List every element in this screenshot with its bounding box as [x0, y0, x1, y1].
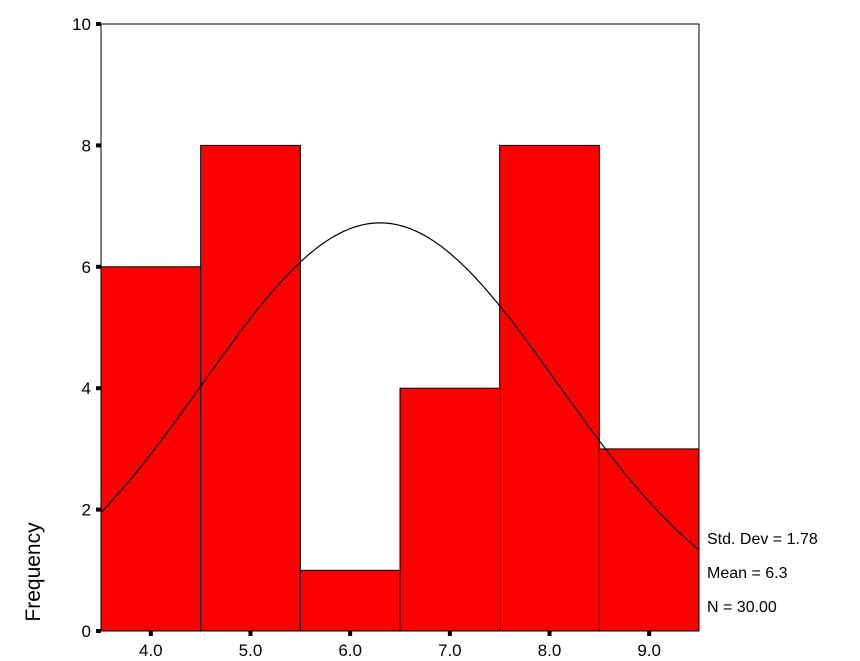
y-tick-label: 10: [72, 15, 91, 34]
x-tick-mark: [149, 631, 153, 636]
x-tick-label: 8.0: [538, 641, 562, 660]
x-axis: 4.0 5.0 6.0 7.0 8.0 9.0: [139, 631, 661, 660]
y-tick-label: 0: [82, 622, 91, 641]
bar-8.0: [500, 145, 600, 631]
x-tick-mark: [647, 631, 651, 636]
y-tick-label: 6: [82, 258, 91, 277]
y-axis-title: Frequency: [22, 522, 45, 622]
y-tick-mark: [96, 143, 101, 147]
y-tick-mark: [96, 22, 101, 26]
x-tick-mark: [348, 631, 352, 636]
bar-7.0: [400, 388, 500, 631]
x-tick-mark: [249, 631, 253, 636]
y-tick-mark: [96, 508, 101, 512]
bar-4.0: [101, 267, 201, 631]
x-tick-label: 9.0: [637, 641, 661, 660]
y-tick-mark: [96, 265, 101, 269]
x-tick-label: 5.0: [239, 641, 263, 660]
x-tick-label: 4.0: [139, 641, 163, 660]
stats-n: N = 30.00: [707, 599, 777, 616]
y-axis: 0 2 4 6 8 10: [72, 15, 101, 641]
y-tick-label: 4: [82, 379, 91, 398]
bar-9.0: [599, 449, 699, 631]
y-tick-label: 8: [82, 136, 91, 155]
x-tick-mark: [548, 631, 552, 636]
stats-mean: Mean = 6.3: [707, 565, 788, 582]
bar-6.0: [300, 570, 400, 631]
y-tick-mark: [96, 629, 101, 633]
y-tick-mark: [96, 386, 101, 390]
x-tick-mark: [448, 631, 452, 636]
stats-std-dev: Std. Dev = 1.78: [707, 531, 818, 548]
y-tick-label: 2: [82, 501, 91, 520]
x-tick-label: 7.0: [438, 641, 462, 660]
bar-5.0: [201, 145, 301, 631]
x-tick-label: 6.0: [338, 641, 362, 660]
